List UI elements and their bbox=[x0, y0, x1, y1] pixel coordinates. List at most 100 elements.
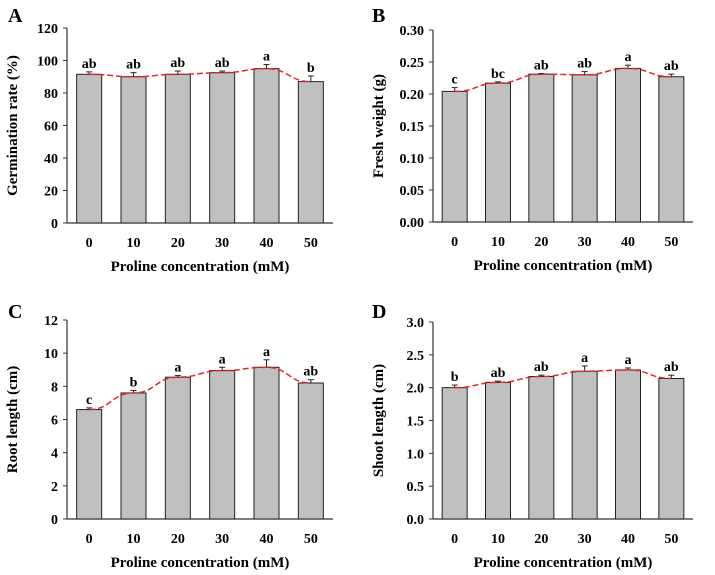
trend-line bbox=[454, 67, 672, 93]
y-tick-label: 1.5 bbox=[407, 415, 425, 430]
y-tick-label: 0.25 bbox=[400, 56, 425, 71]
y-tick-label: 100 bbox=[37, 55, 58, 70]
significance-letter: c bbox=[452, 73, 458, 88]
bar bbox=[209, 370, 236, 520]
significance-letter: ab bbox=[491, 366, 506, 381]
x-axis-title: Proline concentration (mM) bbox=[474, 555, 653, 571]
significance-letter: ab bbox=[303, 365, 318, 380]
panel-A: A 0 20 40 60 80 100 120 ab 0 ab 10 ab 20 ab 30 a 40 b 50 Pro… bbox=[5, 5, 333, 275]
panel-D: D 0.0 0.5 1.0 1.5 2.0 2.5 3.0 b 0 ab 10 ab 20 a 30 a 40 ab… bbox=[371, 301, 693, 571]
bar bbox=[528, 376, 555, 520]
panel-label: A bbox=[8, 5, 23, 27]
significance-letter: ab bbox=[215, 56, 230, 71]
significance-letter: ab bbox=[534, 360, 549, 375]
x-tick-label: 10 bbox=[491, 532, 505, 547]
bar bbox=[615, 369, 641, 520]
bar bbox=[441, 90, 468, 223]
trend-line bbox=[89, 67, 311, 83]
y-tick-label: 3.0 bbox=[407, 316, 425, 331]
y-tick-label: 4 bbox=[51, 447, 58, 462]
significance-letter: a bbox=[174, 361, 181, 376]
significance-letter: ab bbox=[664, 59, 679, 74]
bar bbox=[297, 81, 324, 224]
y-tick-label: 0.30 bbox=[400, 24, 425, 39]
y-tick-label: 12 bbox=[44, 314, 58, 329]
y-tick-label: 80 bbox=[44, 87, 58, 102]
y-tick-label: 0.20 bbox=[400, 88, 425, 103]
x-tick-label: 50 bbox=[304, 532, 318, 547]
significance-letter: b bbox=[451, 370, 459, 385]
x-axis-title: Proline concentration (mM) bbox=[111, 555, 290, 571]
bar bbox=[253, 68, 280, 224]
bar bbox=[571, 370, 598, 520]
y-tick-label: 0.15 bbox=[400, 120, 425, 135]
x-tick-label: 0 bbox=[86, 236, 93, 251]
significance-letter: a bbox=[263, 345, 270, 360]
significance-letter: a bbox=[625, 353, 632, 368]
x-tick-label: 0 bbox=[86, 532, 93, 547]
bar bbox=[658, 377, 685, 520]
panel-B: B 0.00 0.05 0.10 0.15 0.20 0.25 0.30 c 0 bc 10 ab 20 a… bbox=[371, 5, 693, 274]
significance-letter: ab bbox=[664, 360, 679, 375]
significance-letter: b bbox=[130, 375, 138, 390]
trend-line bbox=[454, 369, 672, 389]
x-tick-label: 30 bbox=[578, 235, 592, 250]
x-tick-label: 40 bbox=[260, 532, 274, 547]
significance-letter: bc bbox=[491, 67, 505, 82]
y-tick-label: 2.5 bbox=[407, 349, 425, 364]
x-tick-label: 40 bbox=[260, 236, 274, 251]
x-tick-label: 40 bbox=[621, 532, 635, 547]
y-tick-label: 2.0 bbox=[407, 382, 425, 397]
trend-line bbox=[89, 366, 311, 411]
panel-label: B bbox=[372, 5, 385, 27]
x-tick-label: 20 bbox=[534, 235, 548, 250]
panel-label: D bbox=[372, 301, 386, 323]
x-axis-title: Proline concentration (mM) bbox=[474, 258, 653, 274]
significance-letter: a bbox=[263, 50, 270, 65]
bar bbox=[485, 381, 511, 520]
y-tick-label: 0.5 bbox=[407, 480, 425, 495]
x-tick-label: 50 bbox=[304, 236, 318, 251]
bar bbox=[485, 82, 511, 223]
y-tick-label: 40 bbox=[44, 152, 58, 167]
panel-C: C 0 2 4 6 8 10 12 c 0 b 10 a 20 a 30 a 40 ab 50 Proline conc… bbox=[5, 301, 333, 571]
x-tick-label: 0 bbox=[451, 532, 458, 547]
x-tick-label: 50 bbox=[664, 532, 678, 547]
bar bbox=[297, 382, 324, 520]
y-axis-title: Fresh weight (g) bbox=[371, 74, 387, 178]
bar bbox=[76, 73, 103, 224]
y-tick-label: 6 bbox=[51, 414, 58, 429]
bar bbox=[615, 67, 641, 223]
x-tick-label: 50 bbox=[664, 235, 678, 250]
significance-letter: ab bbox=[82, 57, 97, 72]
x-tick-label: 20 bbox=[534, 532, 548, 547]
y-tick-label: 20 bbox=[44, 185, 58, 200]
y-tick-label: 60 bbox=[44, 120, 58, 135]
panel-label: C bbox=[8, 301, 22, 323]
x-tick-label: 20 bbox=[171, 236, 185, 251]
bar bbox=[164, 73, 191, 224]
significance-letter: ab bbox=[126, 58, 141, 73]
y-tick-label: 10 bbox=[44, 347, 58, 362]
significance-letter: c bbox=[86, 393, 92, 408]
x-tick-label: 10 bbox=[491, 235, 505, 250]
bar bbox=[120, 392, 147, 520]
y-tick-label: 0.10 bbox=[400, 152, 425, 167]
bar bbox=[571, 74, 598, 223]
bar bbox=[209, 72, 236, 224]
y-tick-label: 0.00 bbox=[400, 216, 425, 231]
bar bbox=[164, 376, 191, 520]
bar bbox=[441, 387, 468, 520]
significance-letter: ab bbox=[534, 59, 549, 74]
y-tick-label: 0.0 bbox=[407, 513, 425, 528]
significance-letter: b bbox=[307, 61, 315, 76]
x-tick-label: 30 bbox=[578, 532, 592, 547]
bar bbox=[658, 76, 685, 223]
x-tick-label: 10 bbox=[127, 236, 141, 251]
bar bbox=[253, 366, 280, 520]
x-tick-label: 30 bbox=[215, 532, 229, 547]
x-axis-title: Proline concentration (mM) bbox=[111, 259, 290, 275]
significance-letter: a bbox=[219, 352, 226, 367]
x-tick-label: 20 bbox=[171, 532, 185, 547]
